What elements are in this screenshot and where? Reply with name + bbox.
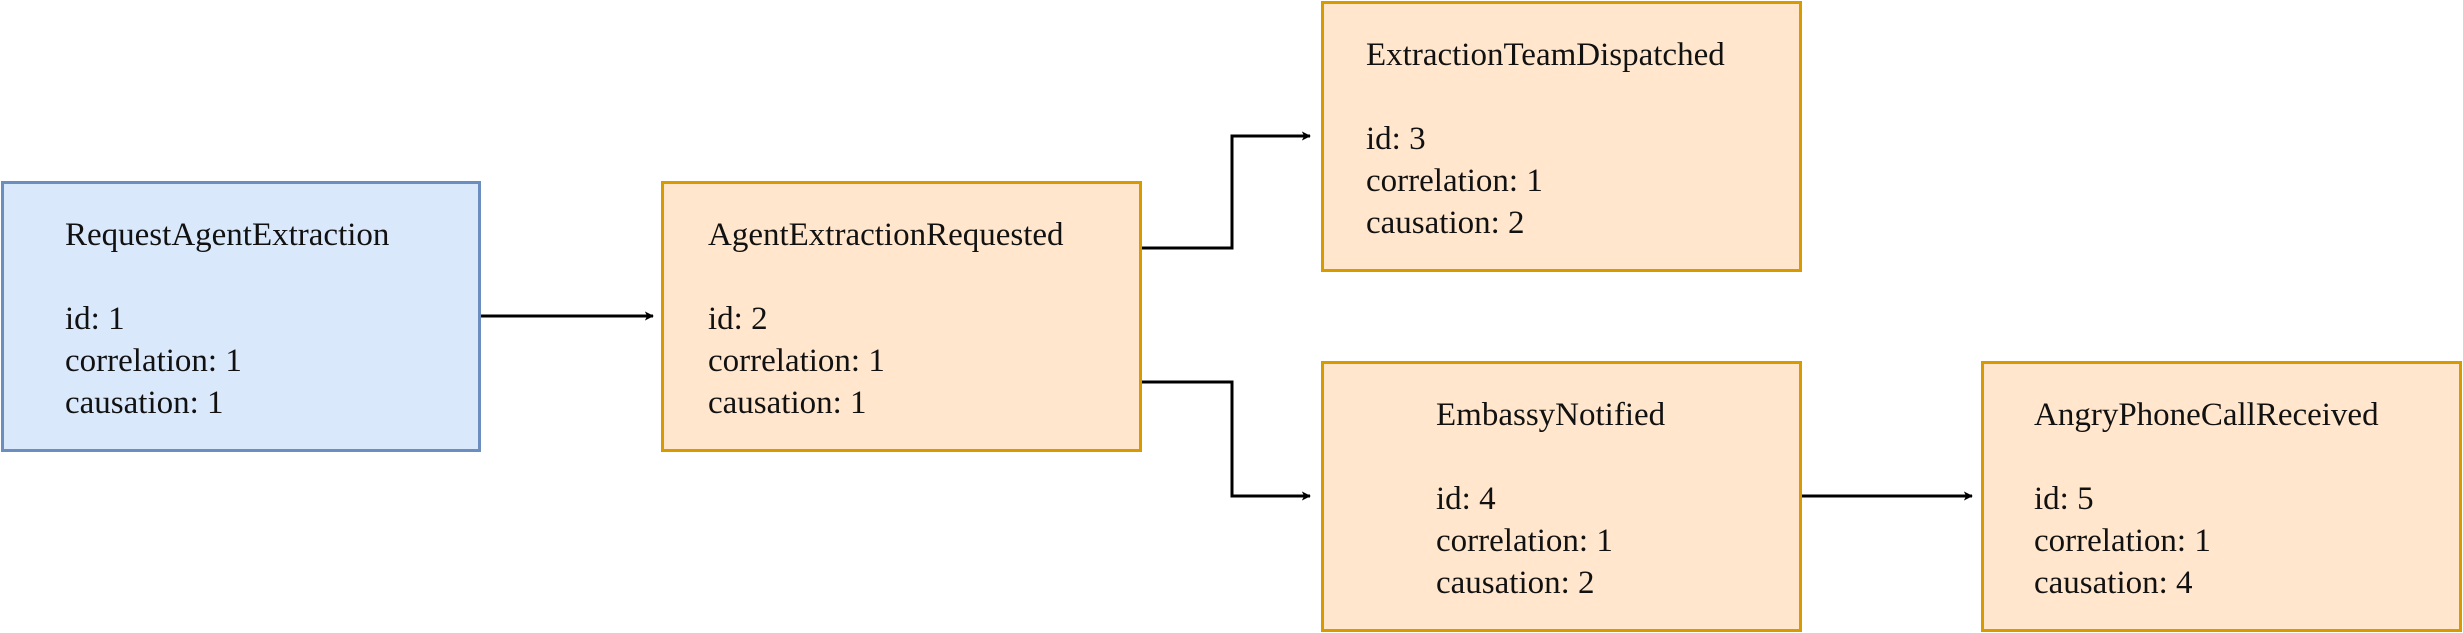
command-node-request-agent-extraction[interactable]: RequestAgentExtraction id: 1 correlation… — [1, 181, 481, 452]
node-id: id: 3 — [1366, 121, 1426, 157]
node-title: EmbassyNotified — [1436, 397, 1666, 433]
event-node-angry-phone-call-received[interactable]: AngryPhoneCallReceived id: 5 correlation… — [1981, 361, 2462, 632]
node-correlation: correlation: 1 — [1366, 163, 1543, 199]
node-causation: causation: 1 — [65, 385, 224, 421]
event-node-embassy-notified[interactable]: EmbassyNotified id: 4 correlation: 1 cau… — [1321, 361, 1802, 632]
node-correlation: correlation: 1 — [65, 343, 242, 379]
node-title: AngryPhoneCallReceived — [2034, 397, 2379, 433]
node-causation: causation: 4 — [2034, 565, 2193, 601]
node-correlation: correlation: 1 — [2034, 523, 2211, 559]
node-title: RequestAgentExtraction — [65, 217, 390, 253]
node-id: id: 1 — [65, 301, 125, 337]
arrow-requested-to-embassy — [1142, 380, 1311, 501]
node-correlation: correlation: 1 — [1436, 523, 1613, 559]
event-node-extraction-team-dispatched[interactable]: ExtractionTeamDispatched id: 3 correlati… — [1321, 1, 1802, 272]
node-causation: causation: 2 — [1366, 205, 1525, 241]
node-title: AgentExtractionRequested — [708, 217, 1064, 253]
arrow-requested-to-dispatched — [1142, 131, 1311, 250]
node-causation: causation: 1 — [708, 385, 867, 421]
node-correlation: correlation: 1 — [708, 343, 885, 379]
node-id: id: 2 — [708, 301, 768, 337]
node-causation: causation: 2 — [1436, 565, 1595, 601]
node-id: id: 5 — [2034, 481, 2094, 517]
event-node-agent-extraction-requested[interactable]: AgentExtractionRequested id: 2 correlati… — [661, 181, 1142, 452]
node-id: id: 4 — [1436, 481, 1496, 517]
node-title: ExtractionTeamDispatched — [1366, 37, 1725, 73]
